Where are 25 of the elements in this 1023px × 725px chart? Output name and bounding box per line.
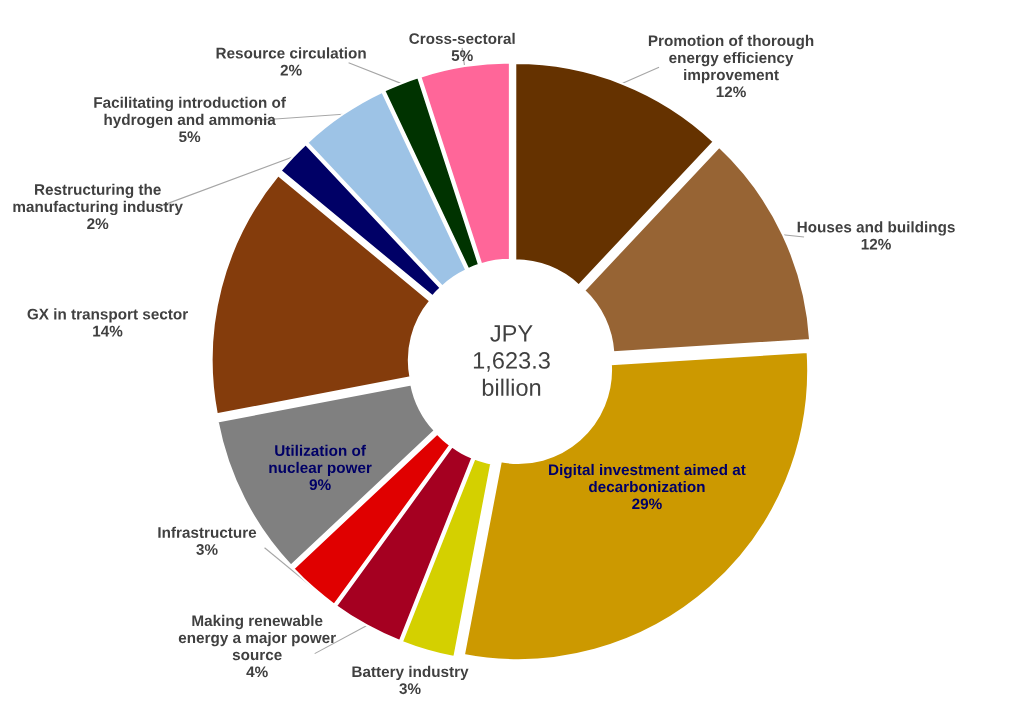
slice-label: Digital investment aimed at decarbonization [549,463,746,493]
data-label: 5% [451,50,473,62]
data-label: 3% [196,544,218,555]
slice-label: Utilization of nuclear power [269,444,372,477]
data-label: 2% [87,218,109,230]
slice-label: Making renewable energy a major power source [178,614,336,661]
slice-label: Resource circulation [216,47,366,59]
data-label: 12% [716,86,746,98]
data-label: 5% [179,131,201,143]
slice-label: Houses and buildings [797,221,955,236]
data-label: 29% [632,498,662,510]
slice-label: GX in transport sector [27,308,188,323]
slice-label: Restructuring the manufacturing industry [13,183,183,216]
slice-label: Promotion of thorough energy efficiency improvement [648,34,814,84]
data-label: 14% [93,325,123,337]
data-label: 4% [246,666,268,678]
data-label: 9% [309,479,331,491]
slice-label: Cross-sectoral [409,32,515,45]
slice-label: Infrastructure [158,526,257,538]
data-label: 2% [280,64,302,76]
text: JPY 1,623.3 billion [473,325,550,396]
slice-label: Facilitating introduction of hydrogen and ammonia [94,96,286,129]
data-label: 3% [399,683,421,695]
slice-label: Battery industry [352,665,469,681]
data-label: 12% [861,238,891,250]
